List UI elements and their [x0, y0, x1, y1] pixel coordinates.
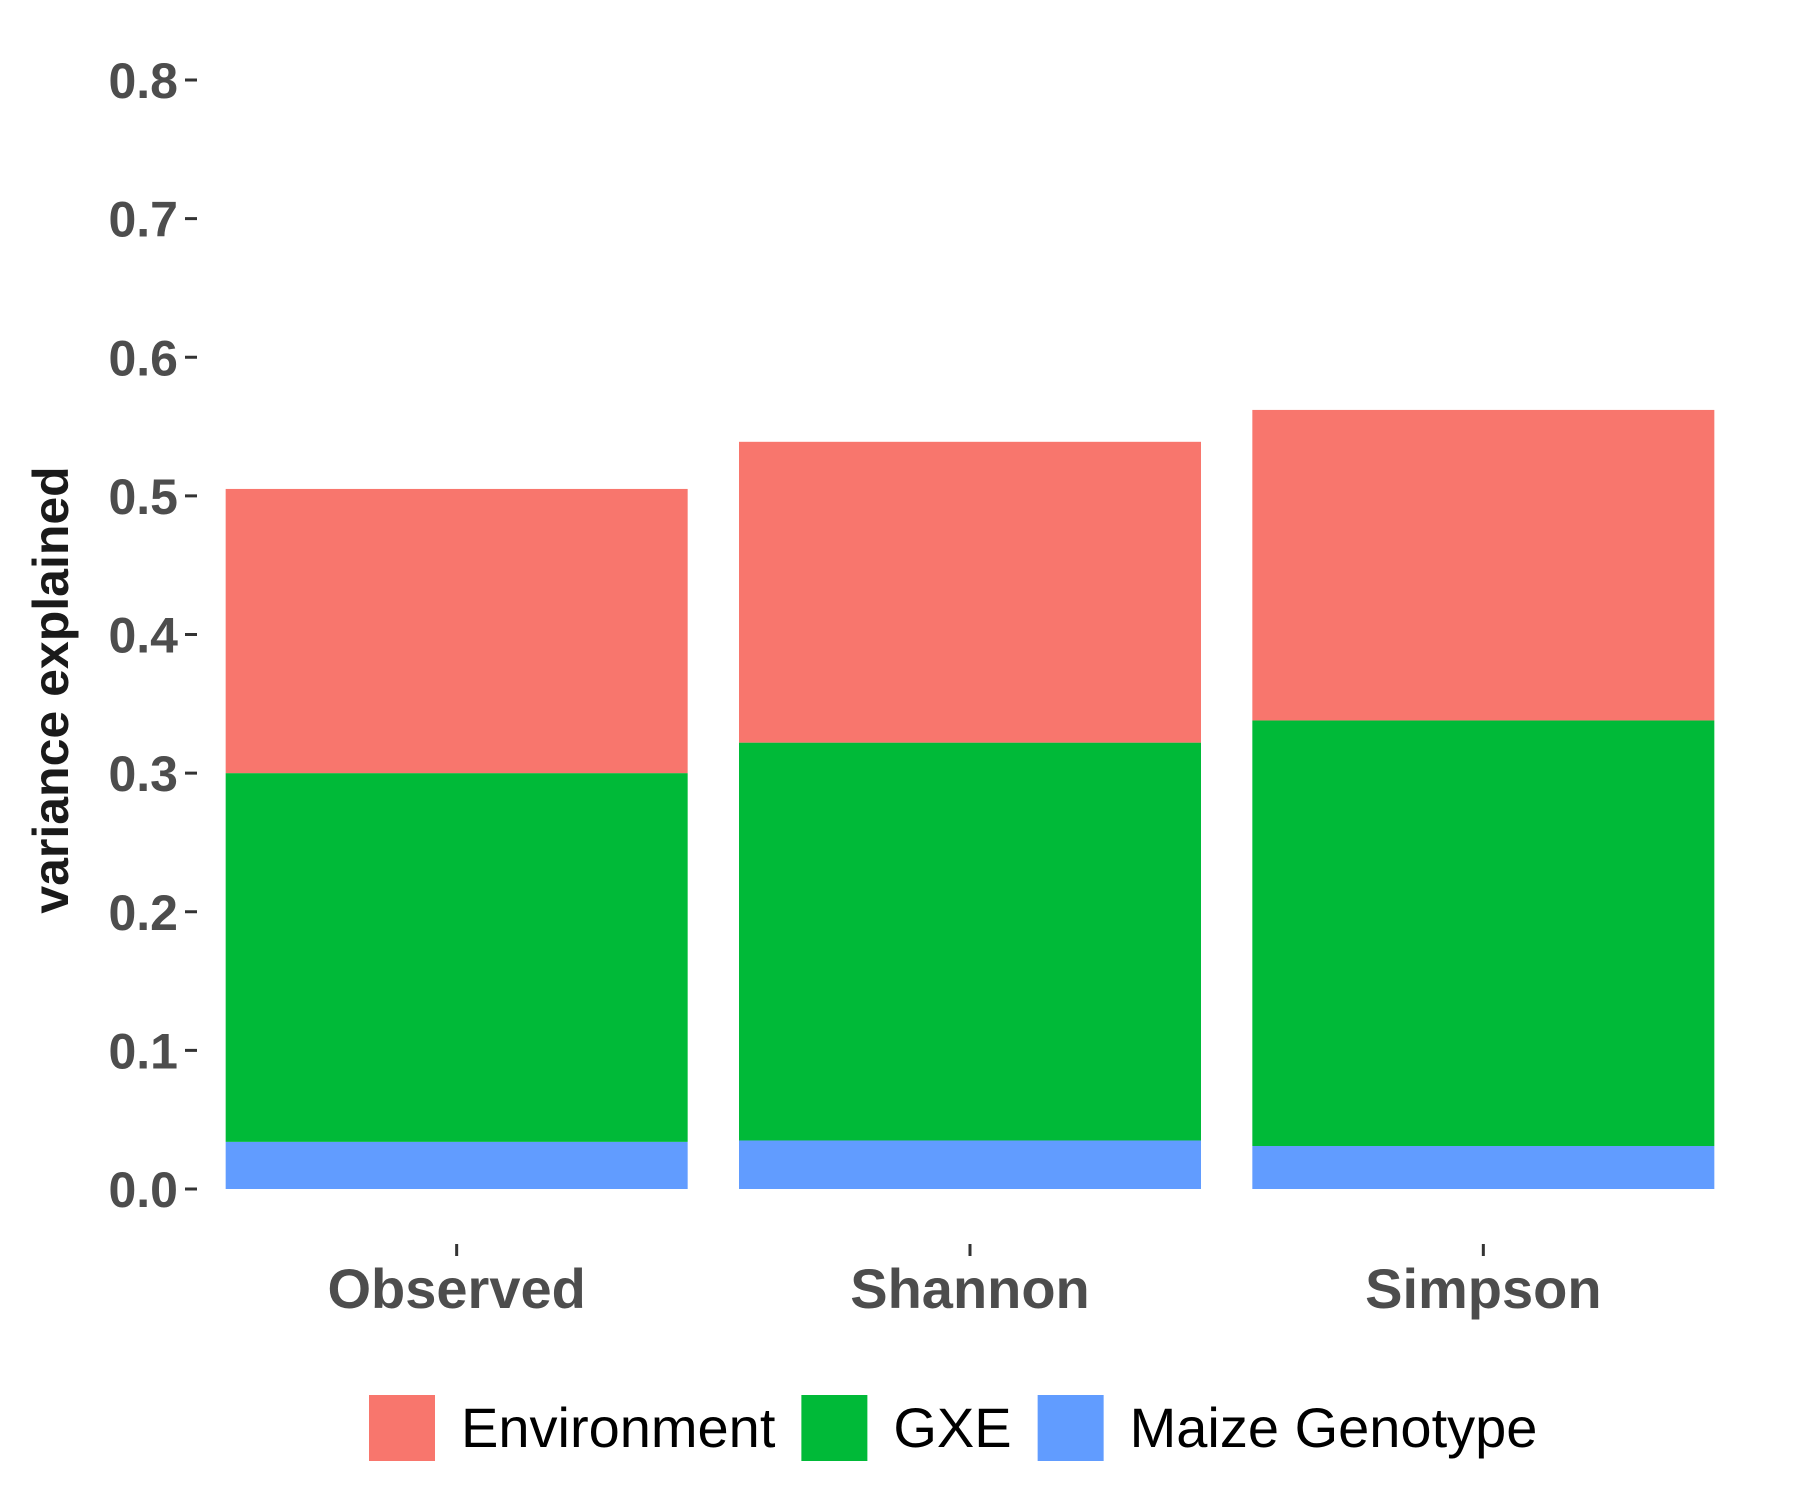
x-tick-label: Observed	[327, 1257, 585, 1320]
y-tick-label: 0.8	[108, 53, 178, 109]
y-tick-label: 0.2	[108, 885, 178, 941]
x-axis: Observed Shannon Simpson	[327, 1244, 1602, 1320]
plot-area	[225, 409, 1715, 1189]
legend-label: Maize Genotype	[1130, 1396, 1538, 1459]
legend: Environment GXE Maize Genotype	[369, 1395, 1537, 1461]
y-axis: 0.0 0.1 0.2 0.3 0.4 0.5 0.6 0.7 0.8	[108, 53, 197, 1218]
y-tick-label: 0.3	[108, 746, 178, 802]
bar-segment-observed-environment	[225, 488, 688, 774]
y-axis-title: variance explained	[23, 466, 79, 913]
bar-segment-shannon-environment	[739, 441, 1201, 743]
legend-label: Environment	[461, 1396, 776, 1459]
bar-segment-simpson-gxe	[1252, 720, 1715, 1147]
x-tick-label: Simpson	[1365, 1257, 1601, 1320]
bar-segment-shannon-gxe	[739, 742, 1201, 1141]
bar-segment-observed-maize-genotype	[225, 1141, 688, 1189]
legend-key-gxe	[801, 1395, 868, 1461]
y-tick-label: 0.5	[108, 469, 178, 525]
y-tick-label: 0.0	[108, 1162, 178, 1218]
bar-segment-simpson-environment	[1252, 409, 1715, 721]
bar-segment-simpson-maize-genotype	[1252, 1146, 1715, 1189]
y-tick-label: 0.7	[108, 192, 178, 248]
bar-segment-observed-gxe	[225, 773, 688, 1142]
y-tick-label: 0.6	[108, 330, 178, 386]
legend-label: GXE	[893, 1396, 1011, 1459]
x-tick-label: Shannon	[850, 1257, 1090, 1320]
y-tick-label: 0.4	[108, 608, 178, 664]
y-tick-label: 0.1	[108, 1023, 178, 1079]
legend-key-environment	[369, 1395, 435, 1461]
bar-segment-shannon-maize-genotype	[739, 1140, 1201, 1189]
legend-key-maize-genotype	[1037, 1395, 1104, 1461]
